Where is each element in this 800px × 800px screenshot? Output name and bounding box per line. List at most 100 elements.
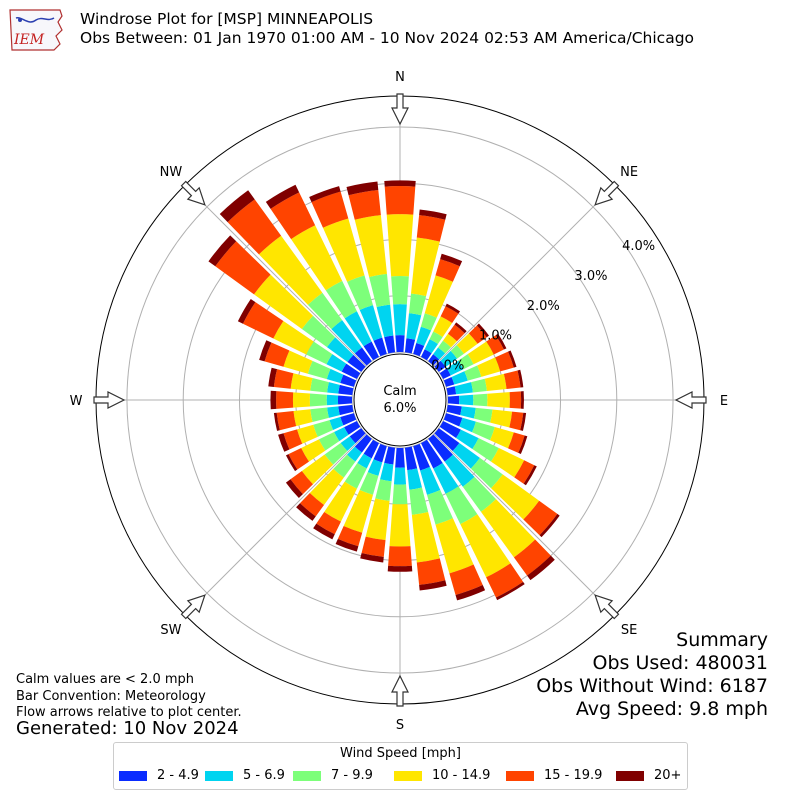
wind-bar-segment [292,392,311,408]
wind-bar-segment [369,273,391,308]
wind-bar-segment [359,472,379,495]
wind-bar-segment [313,420,334,437]
wind-bar-segment [490,409,513,428]
summary-obs-used: Obs Used: 480031 [592,652,768,674]
wind-bar-segment [446,386,457,396]
wind-bar-segment [344,311,372,347]
wind-bar-segment [454,382,473,395]
wind-bar-segment [290,471,314,495]
wind-bar-segment [384,180,416,187]
wind-bar-segment [472,421,495,441]
wind-bar-segment [416,326,432,346]
wind-bar-segment [495,333,507,350]
wind-bar-segment [477,357,501,377]
wind-bar-segment [473,393,488,407]
legend-swatch [119,770,147,781]
wind-bar-segment [395,335,405,353]
wind-bar-segment [433,316,453,337]
wind-bar-segment [484,373,507,392]
wind-bar-segment [460,406,476,419]
summary-heading: Summary [676,629,768,651]
wind-bar-segment [427,490,453,525]
legend-item: 7 - 9.9 [293,768,373,783]
wind-bar-segment [309,393,327,407]
legend-item: 20+ [616,768,681,783]
wind-bar-segment [446,360,464,376]
wind-bar-segment [476,323,490,338]
grid-spoke [184,184,367,367]
wind-bar-segment [331,320,362,354]
wind-bar-segment [523,465,537,486]
wind-bar-segment [523,500,558,536]
flow-arrow-shape [674,391,707,409]
wind-bar-segment [413,343,425,357]
wind-bar-segment [517,369,524,388]
wind-bar-segment [270,192,316,240]
wind-bar-segment [326,394,339,406]
flow-arrow [594,180,620,206]
wind-bar-segment [293,409,313,427]
legend-item: 5 - 6.9 [205,768,285,783]
radial-tick-label: 0.0% [431,358,464,373]
wind-bar-segment [454,322,467,334]
wind-bar-segment [468,325,487,344]
wind-bar-segment [343,490,373,533]
wind-bar-segment [509,391,522,409]
wind-bar-segment [446,404,462,416]
wind-bar-segment [375,479,392,501]
legend-label: 5 - 6.9 [243,768,285,783]
wind-bar-segment [227,199,282,255]
wind-bar-segment [435,259,460,282]
legend-item: 15 - 19.9 [506,768,602,783]
flow-arrow-shape [180,594,206,620]
calm-label: Calm [383,384,416,399]
wind-bar-segment [508,432,525,453]
wind-bar-segment [242,302,284,339]
wind-bar-segment [384,446,396,465]
wind-bar-segment [340,436,356,452]
wind-bar-segment [434,360,446,372]
wind-bar-segment [443,413,463,427]
wind-bar-segment [306,341,333,365]
wind-bar-segment [472,438,499,462]
radial-tick-label: 4.0% [622,239,655,254]
flow-arrow-shape [93,391,126,409]
wind-bar-segment [406,313,422,340]
wind-bar-segment [455,585,486,601]
legend-swatch [293,770,321,781]
wind-bar-segment [348,189,381,220]
wind-bar-segment [283,350,313,374]
wind-bar-segment [301,454,334,485]
grid-spoke [433,433,616,616]
wind-bar-segment [307,360,331,380]
wind-bar-segment [447,395,460,405]
wind-bar-segment [344,463,367,489]
wind-bar-segment [393,467,407,485]
flow-arrow-shape [391,674,409,707]
wind-bar-segment [354,215,387,278]
wind-bar-segment [316,511,341,535]
generated-date: Generated: 10 Nov 2024 [16,718,239,739]
wind-bar-segment [440,253,463,267]
wind-bar-segment [495,581,525,601]
wind-bar-segment [265,184,300,209]
wind-bar-segment [324,442,348,465]
wind-bar-segment [456,429,479,449]
wind-bar-segment [459,394,474,406]
wind-bar-segment [270,390,277,410]
summary-obs-without-wind: Obs Without Wind: 6187 [536,675,768,697]
wind-bar-segment [419,580,447,591]
wind-bar-segment [442,333,457,348]
wind-bar-segment [337,525,363,547]
wind-bar-segment [439,368,451,380]
wind-bar-segment [439,420,461,438]
legend-label: 7 - 9.9 [331,768,373,783]
wind-bar-segment [380,462,394,482]
iem-logo: IEM [6,6,66,54]
wind-bar-segment [365,498,390,541]
legend-swatch [394,770,422,781]
wind-bar-segment [420,466,441,495]
wind-bar-segment [424,275,453,318]
wind-bar-segment [307,292,343,330]
